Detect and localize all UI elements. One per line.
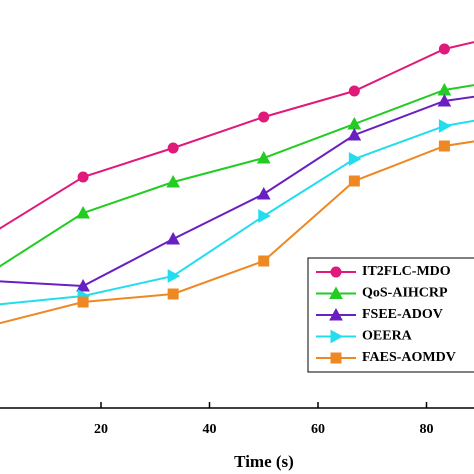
marker <box>166 231 180 245</box>
marker <box>438 43 450 55</box>
marker <box>347 127 362 141</box>
marker <box>348 85 360 97</box>
x-tick-label: 20 <box>94 422 108 437</box>
series <box>0 140 474 325</box>
marker <box>167 288 179 300</box>
marker <box>256 150 271 164</box>
marker <box>347 116 362 130</box>
legend-label: QoS-AIHCRP <box>362 286 448 301</box>
marker <box>77 296 89 308</box>
marker <box>437 93 452 107</box>
legend-label: FAES-AOMDV <box>362 350 456 365</box>
legend-label: IT2FLC-MDO <box>362 264 451 279</box>
x-tick-label: 80 <box>420 422 434 437</box>
marker <box>330 352 342 364</box>
marker <box>438 140 450 152</box>
marker <box>438 119 452 133</box>
marker <box>348 152 362 166</box>
x-tick-label: 40 <box>203 422 217 437</box>
legend-label: FSEE-ADOV <box>362 307 443 322</box>
marker <box>348 175 360 187</box>
legend-label: OEERA <box>362 329 413 344</box>
series <box>0 82 474 268</box>
marker <box>77 171 89 183</box>
marker <box>258 255 270 267</box>
x-axis-label: Time (s) <box>234 452 294 471</box>
line <box>0 41 474 230</box>
marker <box>167 269 181 283</box>
series <box>0 41 474 230</box>
marker <box>76 205 90 219</box>
marker <box>329 307 343 321</box>
series <box>0 119 474 306</box>
marker <box>258 111 270 123</box>
marker <box>330 329 344 344</box>
line <box>0 95 474 288</box>
marker <box>258 209 271 223</box>
line <box>0 84 474 268</box>
marker <box>76 278 90 292</box>
marker <box>329 286 343 299</box>
marker <box>166 174 180 188</box>
marker <box>167 142 179 154</box>
x-tick-label: 60 <box>311 422 325 437</box>
marker <box>330 266 342 278</box>
series <box>0 93 474 292</box>
marker <box>256 186 271 200</box>
